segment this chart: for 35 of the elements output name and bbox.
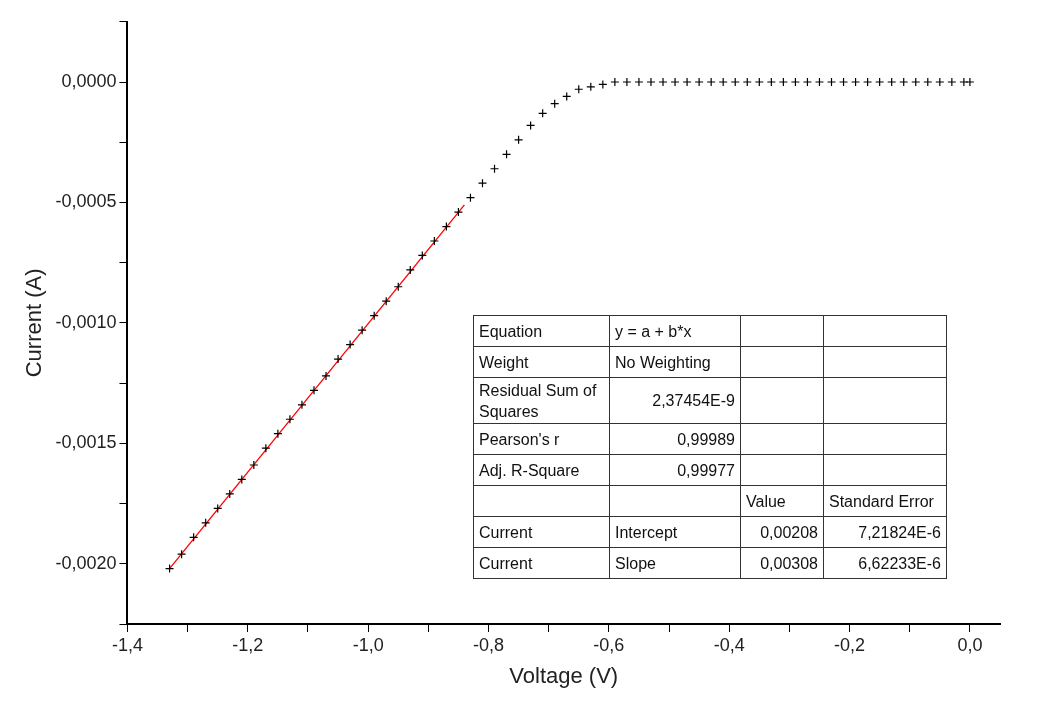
annotation: Weight: [473, 346, 610, 378]
annotation: 0,99977: [609, 454, 741, 486]
x-axis-title: Voltage (V): [509, 662, 619, 688]
annotation: 6,62233E-6: [823, 547, 947, 579]
annotation: Current: [473, 516, 610, 548]
annotation: Standard Error: [823, 485, 947, 517]
x-tick-label: -1,0: [352, 634, 384, 655]
x-tick-label: -0,4: [713, 634, 745, 655]
x-tick-label: -1,4: [111, 634, 143, 655]
x-tick-label: 0,0: [957, 634, 983, 655]
y-tick-label: 0,0000: [61, 70, 117, 91]
x-tick-label: -0,8: [472, 634, 505, 655]
annotation: Intercept: [609, 516, 741, 548]
annotation: Value: [740, 485, 824, 517]
annotation: No Weighting: [609, 346, 741, 378]
annotation: 7,21824E-6: [823, 516, 947, 548]
x-tick-label: -0,2: [834, 634, 866, 655]
annotation: 0,00208: [740, 516, 824, 548]
annotation: Residual Sum of Squares: [473, 377, 610, 424]
y-tick-label: -0,0015: [55, 432, 117, 453]
y-tick-label: -0,0005: [55, 191, 117, 212]
annotation: Adj. R-Square: [473, 454, 610, 486]
annotation: 0,99989: [609, 423, 741, 455]
y-tick-label: -0,0010: [55, 311, 117, 332]
y-tick-label: -0,0020: [55, 552, 117, 573]
annotation: 2,37454E-9: [609, 377, 741, 424]
annotation: y = a + b*x: [609, 315, 741, 347]
x-tick-label: -0,6: [593, 634, 625, 655]
annotation: 0,00308: [740, 547, 824, 579]
annotation: Equation: [473, 315, 610, 347]
annotation: Current: [473, 547, 610, 579]
x-tick-label: -1,2: [232, 634, 264, 655]
annotation: Pearson's r: [473, 423, 610, 455]
annotation: Slope: [609, 547, 741, 579]
y-axis-title: Current (A): [21, 268, 47, 378]
